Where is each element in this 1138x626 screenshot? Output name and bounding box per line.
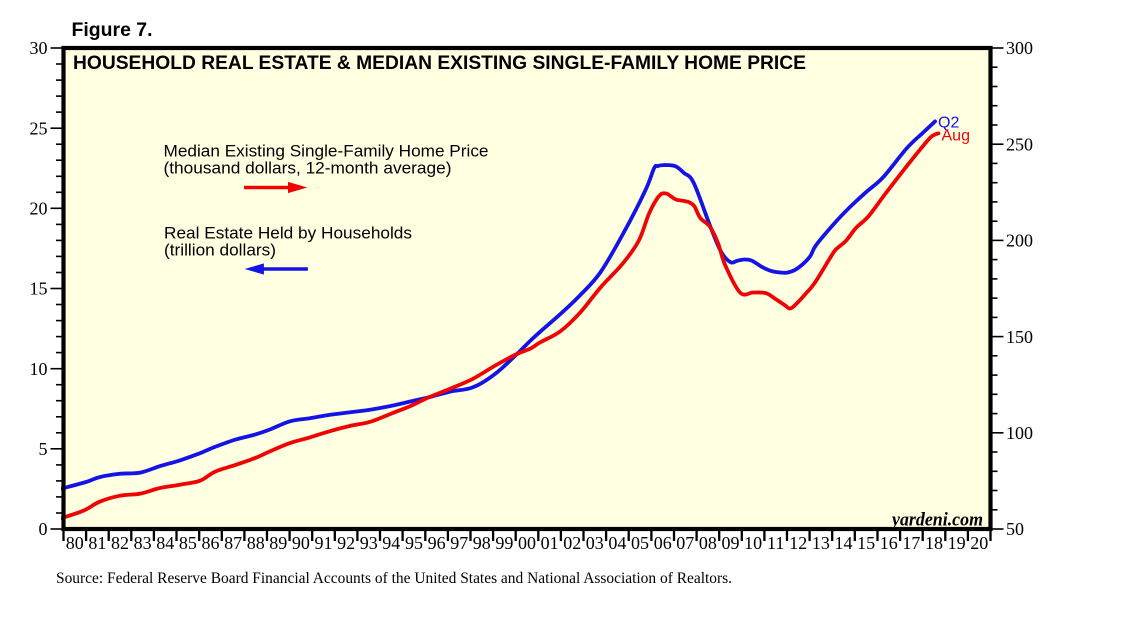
svg-text:50: 50: [1006, 519, 1024, 539]
svg-text:94: 94: [382, 533, 400, 553]
svg-text:88: 88: [247, 533, 265, 553]
svg-text:10: 10: [744, 533, 762, 553]
svg-text:00: 00: [518, 533, 536, 553]
svg-text:Aug: Aug: [942, 128, 970, 145]
svg-text:Q2: Q2: [938, 115, 959, 132]
svg-text:93: 93: [360, 533, 378, 553]
svg-text:150: 150: [1006, 327, 1033, 347]
svg-text:300: 300: [1006, 38, 1033, 58]
svg-text:25: 25: [30, 118, 48, 138]
svg-text:87: 87: [224, 533, 242, 553]
svg-text:15: 15: [857, 533, 875, 553]
svg-text:97: 97: [450, 533, 468, 553]
svg-text:15: 15: [30, 279, 48, 299]
svg-text:81: 81: [88, 533, 106, 553]
svg-text:07: 07: [676, 533, 694, 553]
svg-text:(thousand dollars, 12-month av: (thousand dollars, 12-month average): [164, 158, 452, 177]
svg-text:02: 02: [563, 533, 581, 553]
svg-text:HOUSEHOLD REAL ESTATE & MEDIAN: HOUSEHOLD REAL ESTATE & MEDIAN EXISTING …: [73, 53, 806, 74]
svg-text:06: 06: [654, 533, 672, 553]
svg-text:96: 96: [428, 533, 446, 553]
svg-text:17: 17: [902, 533, 920, 553]
svg-text:5: 5: [39, 439, 48, 459]
svg-text:05: 05: [631, 533, 649, 553]
svg-text:200: 200: [1006, 231, 1033, 251]
svg-text:14: 14: [835, 533, 853, 553]
svg-text:250: 250: [1006, 134, 1033, 154]
svg-text:Median Existing Single-Family: Median Existing Single-Family Home Price: [164, 142, 489, 161]
svg-text:20: 20: [970, 533, 988, 553]
svg-text:83: 83: [134, 533, 152, 553]
svg-text:85: 85: [179, 533, 197, 553]
svg-text:20: 20: [30, 199, 48, 219]
svg-text:Real Estate Held by Households: Real Estate Held by Households: [164, 224, 412, 243]
svg-text:100: 100: [1006, 423, 1033, 443]
svg-text:89: 89: [269, 533, 287, 553]
svg-text:80: 80: [66, 533, 84, 553]
svg-text:16: 16: [880, 533, 898, 553]
svg-text:19: 19: [948, 533, 966, 553]
svg-text:(trillion dollars): (trillion dollars): [164, 240, 276, 259]
svg-text:30: 30: [30, 38, 48, 58]
svg-text:98: 98: [473, 533, 491, 553]
svg-text:18: 18: [925, 533, 943, 553]
svg-text:01: 01: [541, 533, 559, 553]
svg-text:03: 03: [586, 533, 604, 553]
svg-text:84: 84: [156, 533, 174, 553]
svg-text:91: 91: [315, 533, 333, 553]
svg-text:10: 10: [30, 359, 48, 379]
svg-text:08: 08: [699, 533, 717, 553]
svg-text:12: 12: [789, 533, 807, 553]
svg-text:95: 95: [405, 533, 423, 553]
svg-text:09: 09: [722, 533, 740, 553]
svg-text:90: 90: [292, 533, 310, 553]
svg-text:Source: Federal Reserve Board: Source: Federal Reserve Board Financial …: [56, 568, 732, 587]
svg-text:13: 13: [812, 533, 830, 553]
svg-text:82: 82: [111, 533, 129, 553]
svg-text:86: 86: [202, 533, 220, 553]
svg-text:99: 99: [495, 533, 513, 553]
svg-text:Figure 7.: Figure 7.: [72, 20, 153, 41]
svg-text:0: 0: [39, 519, 48, 539]
svg-text:04: 04: [608, 533, 626, 553]
svg-text:92: 92: [337, 533, 355, 553]
svg-text:yardeni.com: yardeni.com: [890, 510, 983, 531]
svg-text:11: 11: [767, 533, 784, 553]
